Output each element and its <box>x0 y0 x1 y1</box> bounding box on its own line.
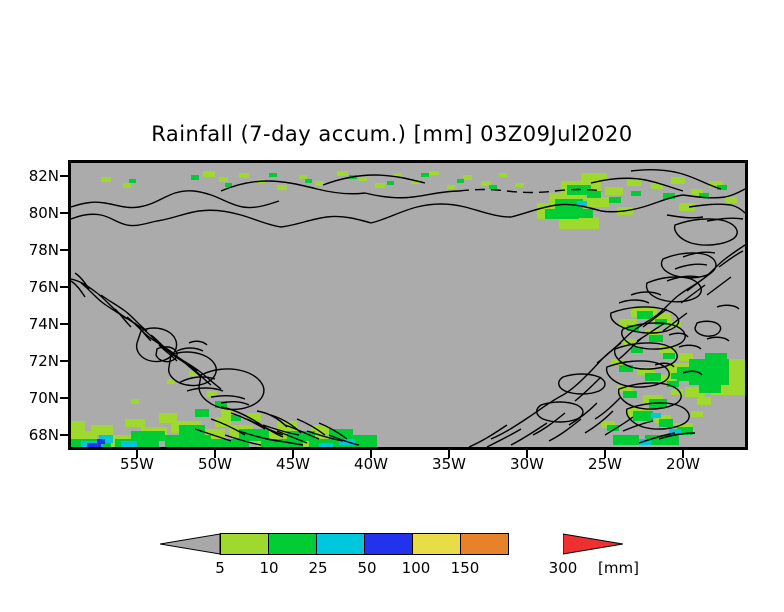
x-tick-label-25w: 25W <box>588 455 622 473</box>
colorbar-tick-50: 50 <box>357 559 377 577</box>
y-tick-mark-78n <box>60 249 68 251</box>
y-tick-mark-82n <box>60 175 68 177</box>
y-tick-label-76n: 76N <box>28 278 59 296</box>
colorbar-tick-25: 25 <box>308 559 328 577</box>
page-title: Rainfall (7-day accum.) [mm] 03Z09Jul202… <box>151 122 633 146</box>
colorbar-block-100-150 <box>412 533 461 555</box>
y-tick-mark-76n <box>60 286 68 288</box>
x-tick-label-50w: 50W <box>198 455 232 473</box>
colorbar-blocks <box>220 533 509 555</box>
y-tick-label-74n: 74N <box>28 315 59 333</box>
y-tick-mark-72n <box>60 360 68 362</box>
x-tick-mark-25w <box>604 450 606 458</box>
colorbar-tick-300: 300 <box>548 559 578 577</box>
x-tick-label-30w: 30W <box>510 455 544 473</box>
colorbar-tick-150: 150 <box>450 559 480 577</box>
y-tick-label-82n: 82N <box>28 167 59 185</box>
y-tick-label-78n: 78N <box>28 241 59 259</box>
x-tick-label-55w: 55W <box>120 455 154 473</box>
colorbar-legend: 5 10 25 50 100 150 300 [mm] <box>0 528 784 578</box>
colorbar-block-5-10 <box>220 533 269 555</box>
colorbar-underflow-arrow <box>160 533 220 555</box>
x-tick-mark-55w <box>136 450 138 458</box>
colorbar-tick-100: 100 <box>401 559 431 577</box>
colorbar-units-label: [mm] <box>598 559 639 577</box>
x-tick-mark-30w <box>526 450 528 458</box>
x-tick-mark-35w <box>448 450 450 458</box>
colorbar-overflow-arrow <box>563 533 623 555</box>
y-tick-mark-70n <box>60 397 68 399</box>
rainfall-layer-50-100mm <box>87 439 105 447</box>
colorbar-tick-5: 5 <box>215 559 225 577</box>
colorbar-block-10-25 <box>268 533 317 555</box>
colorbar-block-25-50 <box>316 533 365 555</box>
colorbar-block-50-100 <box>364 533 413 555</box>
x-tick-mark-20w <box>682 450 684 458</box>
x-tick-label-40w: 40W <box>354 455 388 473</box>
x-tick-label-45w: 45W <box>276 455 310 473</box>
colorbar-block-150-300 <box>460 533 509 555</box>
greenland-rainfall-map <box>71 163 745 447</box>
y-tick-mark-68n <box>60 434 68 436</box>
x-tick-mark-50w <box>214 450 216 458</box>
y-tick-mark-74n <box>60 323 68 325</box>
coastline-layer <box>71 168 745 447</box>
y-tick-label-72n: 72N <box>28 352 59 370</box>
y-tick-label-70n: 70N <box>28 389 59 407</box>
x-tick-mark-40w <box>370 450 372 458</box>
y-tick-label-80n: 80N <box>28 204 59 222</box>
map-plot-area <box>68 160 748 450</box>
x-tick-label-35w: 35W <box>432 455 466 473</box>
x-tick-label-20w: 20W <box>666 455 700 473</box>
y-tick-label-68n: 68N <box>28 426 59 444</box>
x-tick-mark-45w <box>292 450 294 458</box>
colorbar-tick-10: 10 <box>259 559 279 577</box>
y-tick-mark-80n <box>60 212 68 214</box>
